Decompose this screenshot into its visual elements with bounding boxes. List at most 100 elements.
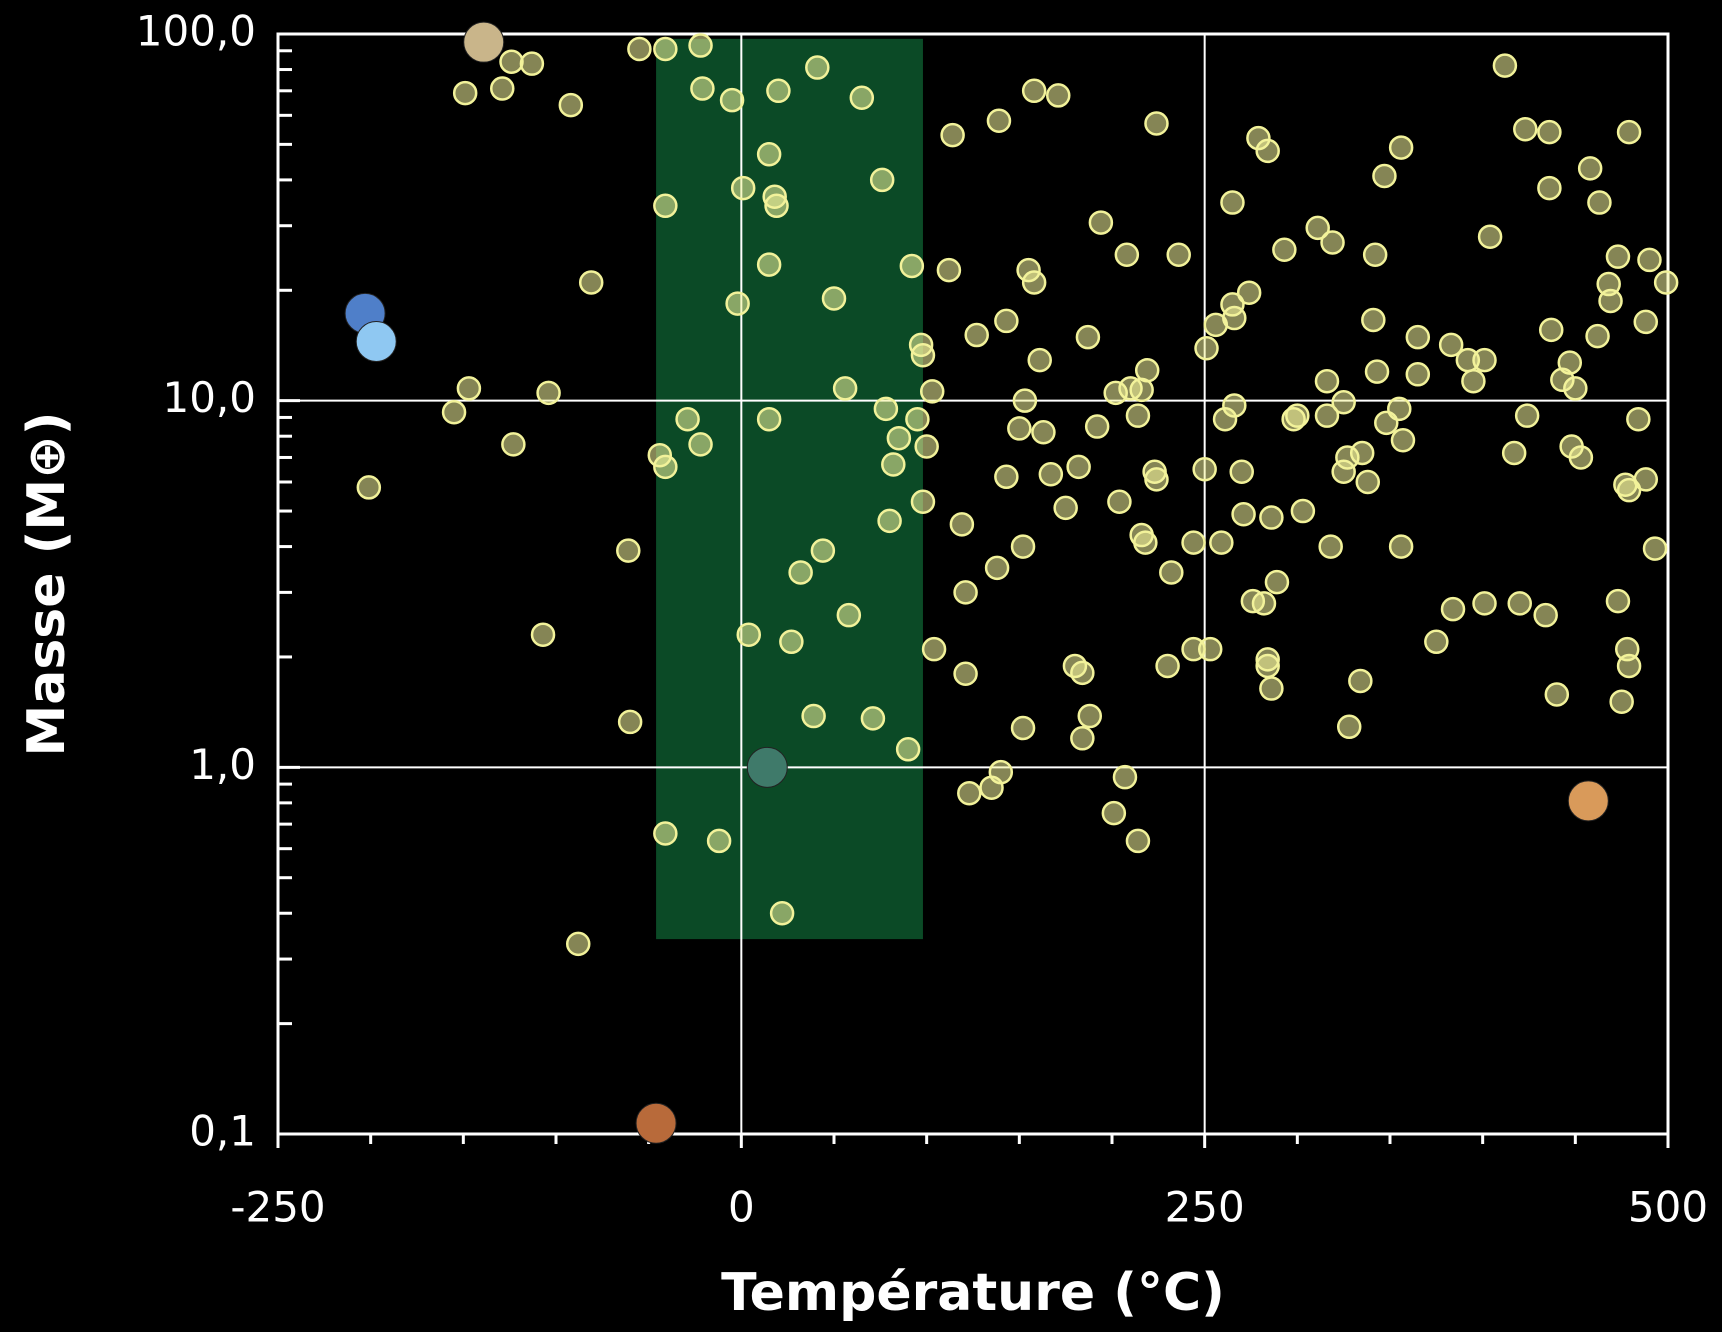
exoplanet-point xyxy=(725,291,750,316)
plot-frame xyxy=(276,32,1670,1136)
exoplanet-point xyxy=(627,36,652,62)
exoplanet-point xyxy=(1222,393,1247,418)
exoplanet-point xyxy=(1390,427,1416,453)
exoplanet-point xyxy=(1492,53,1518,78)
exoplanet-point xyxy=(499,49,524,75)
exoplanet-point xyxy=(653,821,678,846)
exoplanet-point xyxy=(1144,467,1169,492)
exoplanet-point xyxy=(940,122,965,148)
x-tick-label: 0 xyxy=(728,1183,755,1232)
exoplanet-point xyxy=(1605,588,1631,614)
exoplanet-point xyxy=(1231,502,1256,527)
exoplanet-point xyxy=(1112,764,1138,790)
exoplanet-point xyxy=(1372,163,1397,189)
exoplanet-point xyxy=(836,602,862,628)
exoplanet-point xyxy=(1501,440,1527,466)
exoplanet-point xyxy=(994,464,1019,490)
exoplanet-point xyxy=(1007,416,1032,441)
exoplanet-point xyxy=(881,452,906,477)
exoplanet-point xyxy=(1355,469,1381,495)
exoplanet-point xyxy=(1585,323,1610,349)
exoplanet-point xyxy=(919,379,945,404)
exoplanet-point xyxy=(1616,653,1642,679)
exoplanet-point xyxy=(905,406,930,432)
exoplanet-point xyxy=(1405,362,1431,387)
exoplanet-point xyxy=(1472,347,1497,373)
exoplanet-point xyxy=(921,636,947,662)
exoplanet-point xyxy=(914,434,939,459)
exoplanet-point xyxy=(565,931,591,957)
exoplanet-point xyxy=(953,580,978,605)
exoplanet-point xyxy=(1107,489,1132,515)
exoplanet-point xyxy=(1285,403,1310,428)
exoplanet-point xyxy=(1637,247,1662,273)
exoplanet-point xyxy=(756,141,782,167)
planet xyxy=(635,1102,677,1144)
exoplanet-point xyxy=(1514,403,1540,428)
exoplanet-point xyxy=(356,475,382,500)
planet xyxy=(463,21,505,63)
exoplanet-point xyxy=(1348,668,1373,694)
exoplanet-point xyxy=(1075,324,1101,350)
exoplanet-point xyxy=(719,87,745,113)
exoplanet-point xyxy=(895,737,921,762)
exoplanet-point xyxy=(986,108,1012,133)
exoplanet-point xyxy=(988,759,1014,785)
exoplanet-point xyxy=(1318,534,1343,559)
exoplanet-point xyxy=(1461,368,1486,394)
exoplanet-point xyxy=(456,376,482,401)
planet xyxy=(1567,780,1609,822)
exoplanet-point xyxy=(1642,536,1668,561)
exoplanet-point xyxy=(501,432,526,457)
exoplanet-point xyxy=(910,489,936,515)
exoplanet-point xyxy=(675,406,700,432)
exoplanet-point xyxy=(779,629,804,655)
exoplanet-point xyxy=(653,193,678,219)
exoplanet-point xyxy=(490,76,515,101)
exoplanet-point xyxy=(1405,324,1431,350)
exoplanet-point xyxy=(886,425,912,451)
exoplanet-point xyxy=(1577,156,1603,181)
exoplanet-point xyxy=(1134,358,1160,383)
exoplanet-point xyxy=(1088,210,1114,235)
exoplanet-point xyxy=(1537,175,1562,201)
exoplanet-point xyxy=(936,257,962,283)
exoplanet-point xyxy=(1084,414,1110,439)
exoplanet-point xyxy=(617,709,643,735)
exoplanet-point xyxy=(1537,119,1562,145)
exoplanet-point xyxy=(764,193,789,219)
exoplanet-point xyxy=(1264,569,1290,595)
exoplanet-point xyxy=(1438,332,1464,358)
x-tick-label: 250 xyxy=(1165,1183,1245,1232)
exoplanet-point xyxy=(530,622,556,647)
exoplanet-point xyxy=(1125,828,1151,854)
exoplanet-point xyxy=(910,343,936,368)
exoplanet-point xyxy=(1046,83,1071,108)
exoplanet-point xyxy=(1038,461,1064,487)
exoplanet-point xyxy=(452,80,478,106)
exoplanet-point xyxy=(1513,116,1538,142)
exoplanet-point xyxy=(957,780,982,806)
exoplanet-point xyxy=(730,175,756,201)
exoplanet-point xyxy=(1544,682,1570,707)
exoplanet-point xyxy=(1362,242,1388,268)
exoplanet-point xyxy=(964,322,989,348)
exoplanet-point xyxy=(736,622,761,647)
exoplanet-point xyxy=(860,706,886,731)
exoplanet-point xyxy=(1424,629,1449,655)
exoplanet-point xyxy=(1533,602,1558,628)
exoplanet-point xyxy=(1194,335,1219,361)
exoplanet-point xyxy=(1144,111,1169,136)
exoplanet-point xyxy=(1290,498,1316,524)
exoplanet-point xyxy=(1653,270,1679,295)
exoplanet-point xyxy=(1209,530,1234,555)
exoplanet-point xyxy=(536,380,561,406)
exoplanet-point xyxy=(801,703,826,729)
exoplanet-point xyxy=(578,270,604,295)
x-tick-label: -250 xyxy=(230,1183,325,1232)
exoplanet-point xyxy=(1336,714,1362,740)
exoplanet-point xyxy=(1070,726,1095,751)
exoplanet-point xyxy=(1440,596,1466,622)
exoplanet-point xyxy=(1507,591,1532,616)
y-tick-label: 100,0 xyxy=(136,7,256,56)
